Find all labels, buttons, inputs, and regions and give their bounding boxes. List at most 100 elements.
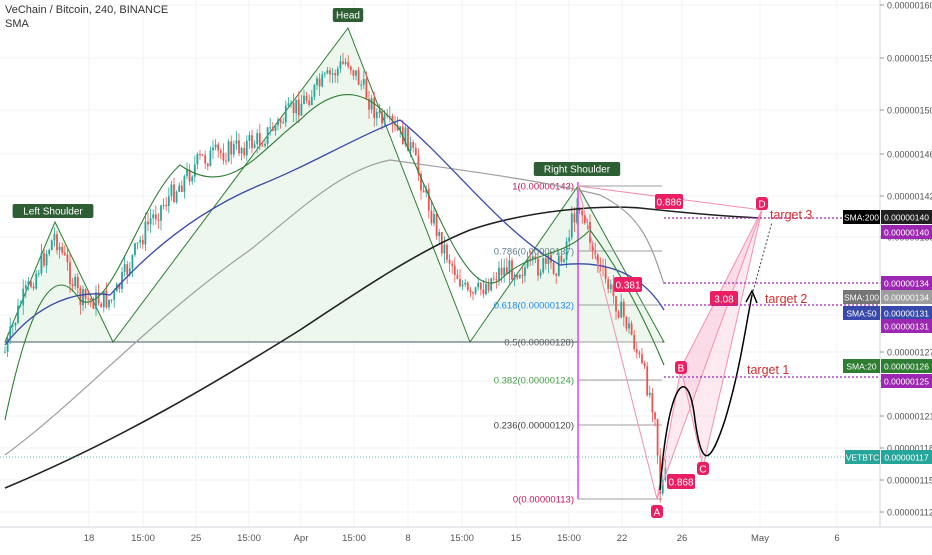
candle bbox=[420, 170, 422, 200]
price-tick-label: 0.00000112 bbox=[887, 508, 932, 518]
candle bbox=[235, 131, 238, 151]
candle-body bbox=[186, 169, 188, 177]
candle bbox=[360, 80, 363, 91]
candle bbox=[555, 272, 558, 284]
harmonic-point-label: B bbox=[678, 364, 685, 375]
indicator-label[interactable]: SMA bbox=[5, 18, 29, 30]
time-axis[interactable]: 18 15:00 25 15:00 Apr 15:00 8 15:00 15 15:00 22 26 M… bbox=[0, 526, 932, 544]
candle-body bbox=[641, 354, 643, 364]
harmonic-point-label: A bbox=[654, 508, 661, 519]
candle bbox=[505, 257, 508, 275]
time-tick-label: 8 bbox=[405, 533, 410, 544]
candle bbox=[74, 273, 77, 290]
target-price-box bbox=[881, 374, 932, 388]
candle bbox=[547, 252, 550, 274]
candle-body bbox=[43, 252, 45, 266]
candle bbox=[251, 129, 253, 154]
candle bbox=[482, 279, 485, 299]
candle-body bbox=[212, 147, 214, 151]
fib-level-label: 0.236(0.00000120) bbox=[494, 421, 574, 432]
candle bbox=[157, 213, 160, 229]
candle bbox=[448, 254, 451, 272]
candle bbox=[661, 474, 664, 496]
candle bbox=[167, 187, 170, 214]
candle-body bbox=[196, 153, 199, 165]
sma-name-box bbox=[843, 210, 880, 224]
candle-body bbox=[61, 246, 64, 253]
candle bbox=[290, 99, 292, 108]
candle bbox=[97, 283, 100, 306]
sma-price-tag: SMA:100 0.00000134 bbox=[843, 290, 932, 304]
candle bbox=[378, 103, 381, 118]
candle bbox=[196, 152, 199, 170]
candle-body bbox=[464, 282, 467, 285]
candle bbox=[269, 117, 272, 136]
candle bbox=[89, 297, 92, 308]
sma-value-box bbox=[881, 359, 932, 373]
candle-body bbox=[591, 242, 594, 251]
time-tick-label: 15:00 bbox=[450, 533, 474, 544]
candle bbox=[149, 208, 152, 234]
candle-body bbox=[245, 140, 248, 156]
candle-body bbox=[607, 279, 610, 290]
candle-body bbox=[664, 467, 667, 480]
harmonic-point-label: C bbox=[699, 465, 706, 476]
candle-body bbox=[485, 284, 487, 295]
candle bbox=[612, 274, 615, 304]
symbol-title[interactable]: VeChain / Bitcoin, 240, BINANCE bbox=[5, 4, 169, 16]
candle bbox=[609, 279, 612, 294]
candle-body bbox=[48, 249, 51, 255]
candle bbox=[508, 253, 511, 284]
candle-body bbox=[71, 284, 74, 287]
harmonic-point-badge bbox=[697, 462, 709, 475]
candle bbox=[518, 273, 521, 279]
candle-body bbox=[303, 95, 305, 104]
candle-body bbox=[628, 323, 630, 329]
time-tick-label: 15:00 bbox=[557, 533, 581, 544]
price-axis[interactable]: 0.00000160 0.00000155 0.00000150 0.00000146… bbox=[843, 0, 932, 527]
candle bbox=[531, 254, 534, 266]
candle-body bbox=[167, 196, 170, 207]
candle bbox=[573, 207, 576, 233]
candle-body bbox=[378, 111, 381, 113]
candle bbox=[295, 99, 298, 122]
candle bbox=[264, 140, 266, 149]
candle-body bbox=[451, 263, 454, 266]
candle-body bbox=[500, 267, 503, 276]
candle bbox=[321, 70, 324, 88]
sma-50-line bbox=[4, 119, 665, 346]
candle-body bbox=[30, 281, 32, 287]
candle-body bbox=[612, 284, 615, 297]
candle bbox=[503, 258, 506, 283]
candle bbox=[152, 209, 155, 226]
candle bbox=[108, 299, 110, 311]
candle bbox=[524, 261, 526, 283]
candle bbox=[352, 69, 355, 80]
candle bbox=[92, 296, 95, 309]
candle bbox=[4, 346, 6, 354]
candle bbox=[209, 146, 212, 167]
sma-value-text: 0.00000140 bbox=[884, 213, 929, 223]
candle-body bbox=[643, 363, 646, 367]
time-tick-label: 15:00 bbox=[131, 533, 155, 544]
candle-body bbox=[630, 323, 633, 335]
candle bbox=[438, 228, 441, 246]
candle bbox=[243, 141, 246, 159]
candle-body bbox=[490, 278, 493, 291]
candle bbox=[170, 180, 173, 201]
candle bbox=[646, 361, 649, 397]
pattern-label-box bbox=[332, 8, 364, 22]
candle bbox=[141, 234, 144, 249]
candle bbox=[576, 198, 578, 225]
harmonic-point-badge bbox=[651, 505, 663, 518]
candle-body bbox=[412, 142, 415, 148]
candle-body bbox=[274, 125, 277, 131]
pattern-outline bbox=[4, 26, 665, 344]
target-price-text: 0.00000134 bbox=[884, 279, 929, 289]
candle bbox=[230, 135, 233, 165]
candle bbox=[232, 140, 235, 158]
candle-body bbox=[492, 278, 495, 280]
candle-body bbox=[154, 214, 157, 220]
